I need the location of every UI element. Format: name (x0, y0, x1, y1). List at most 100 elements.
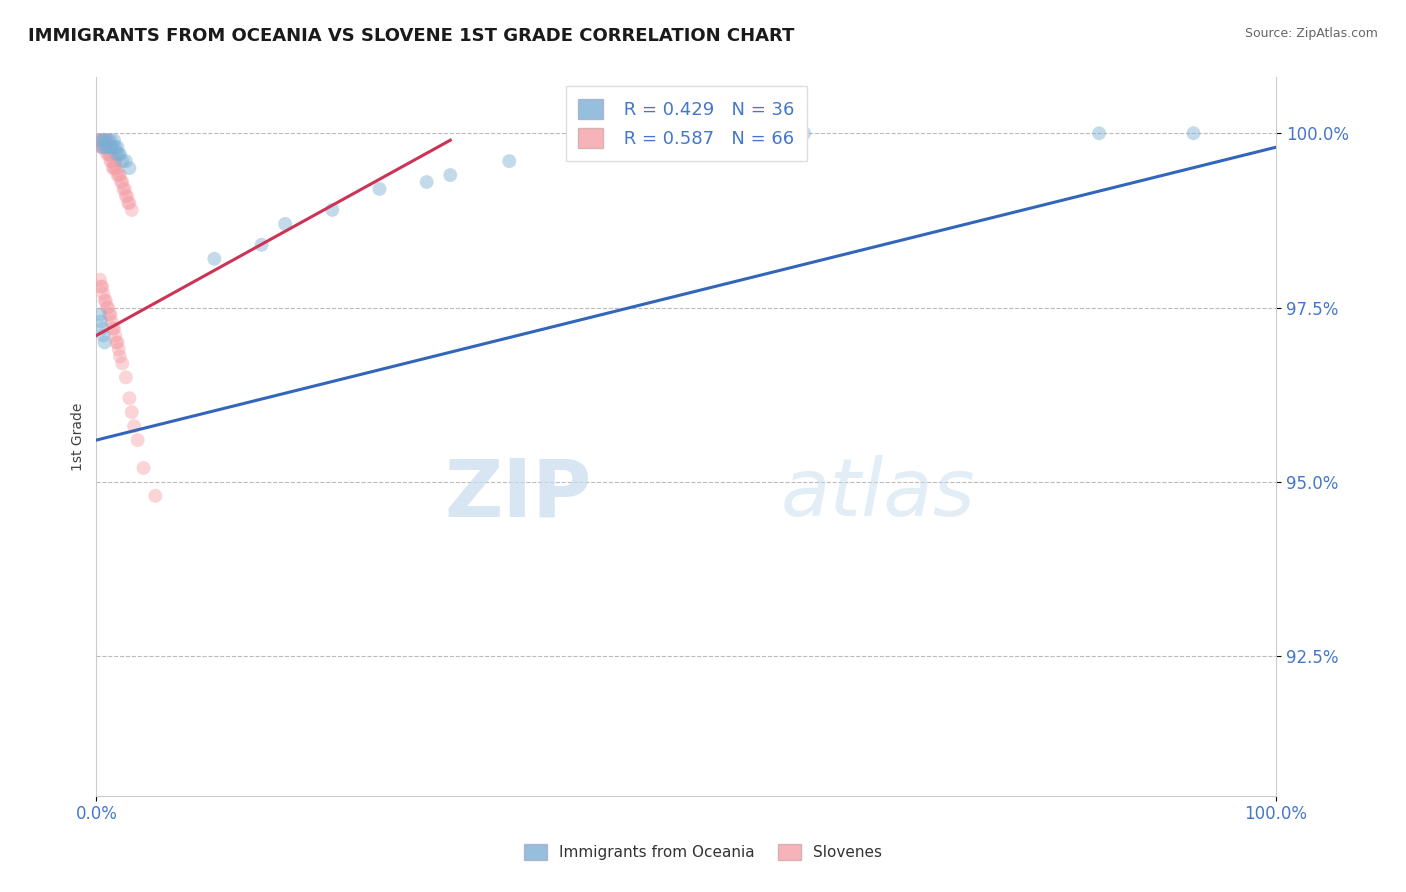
Point (117, 196, 139, 211)
Point (132, 461, 155, 475)
Point (107, 335, 129, 350)
Text: atlas: atlas (780, 455, 976, 533)
Point (107, 168, 129, 182)
Point (100, 314, 122, 328)
Point (1088, 126, 1111, 140)
Point (368, 182, 391, 196)
Point (100, 154, 122, 169)
Point (89, 133, 111, 147)
Point (114, 182, 136, 196)
Point (118, 196, 141, 211)
Point (115, 189, 138, 203)
Point (93, 133, 115, 147)
Point (110, 175, 132, 189)
Point (96, 140, 118, 154)
Point (105, 335, 128, 350)
Point (90, 314, 112, 328)
Point (202, 252, 225, 266)
Point (98, 147, 121, 161)
Point (94, 140, 117, 154)
Point (107, 168, 129, 182)
Point (91, 279, 114, 293)
Point (100, 147, 122, 161)
Point (250, 237, 273, 252)
Point (100, 133, 122, 147)
Point (93, 133, 115, 147)
Point (107, 140, 129, 154)
Point (111, 175, 134, 189)
Point (93, 293, 115, 308)
Point (98, 140, 121, 154)
Point (1182, 126, 1205, 140)
Point (100, 308, 122, 322)
Point (793, 126, 815, 140)
Point (97, 133, 120, 147)
Point (111, 356, 134, 370)
Point (104, 161, 127, 175)
Y-axis label: 1st Grade: 1st Grade (72, 402, 86, 471)
Point (103, 133, 125, 147)
Point (101, 161, 124, 175)
Point (96, 133, 118, 147)
Point (101, 140, 124, 154)
Point (143, 489, 166, 503)
Point (115, 154, 138, 169)
Point (101, 147, 124, 161)
Point (415, 175, 437, 189)
Point (108, 350, 131, 364)
Point (103, 321, 125, 335)
Point (89, 308, 111, 322)
Point (111, 154, 134, 169)
Point (93, 133, 115, 147)
Point (94, 140, 117, 154)
Point (115, 189, 138, 203)
Point (93, 286, 115, 301)
Point (91, 321, 114, 335)
Point (498, 154, 520, 169)
Point (97, 140, 120, 154)
Point (91, 140, 114, 154)
Text: IMMIGRANTS FROM OCEANIA VS SLOVENE 1ST GRADE CORRELATION CHART: IMMIGRANTS FROM OCEANIA VS SLOVENE 1ST G… (28, 27, 794, 45)
Point (94, 133, 117, 147)
Point (98, 308, 121, 322)
Point (108, 147, 131, 161)
Point (93, 328, 115, 343)
Legend:  R = 0.429   N = 36,  R = 0.587   N = 66: R = 0.429 N = 36, R = 0.587 N = 66 (565, 87, 807, 161)
Point (321, 202, 343, 217)
Point (115, 370, 138, 384)
Point (93, 133, 115, 147)
Point (439, 168, 461, 182)
Point (98, 140, 121, 154)
Point (274, 217, 297, 231)
Point (118, 391, 141, 405)
Point (93, 140, 115, 154)
Text: Source: ZipAtlas.com: Source: ZipAtlas.com (1244, 27, 1378, 40)
Point (127, 433, 149, 447)
Point (103, 161, 125, 175)
Point (93, 335, 115, 350)
Point (107, 147, 129, 161)
Point (89, 273, 111, 287)
Text: ZIP: ZIP (444, 455, 592, 533)
Point (90, 140, 112, 154)
Point (104, 154, 127, 169)
Point (121, 202, 143, 217)
Point (90, 279, 112, 293)
Point (108, 168, 131, 182)
Point (100, 154, 122, 169)
Legend: Immigrants from Oceania, Slovenes: Immigrants from Oceania, Slovenes (517, 838, 889, 866)
Point (104, 328, 127, 343)
Point (105, 147, 128, 161)
Point (105, 161, 128, 175)
Point (96, 301, 118, 315)
Point (96, 147, 118, 161)
Point (97, 147, 120, 161)
Point (100, 147, 122, 161)
Point (87, 133, 110, 147)
Point (89, 133, 111, 147)
Point (94, 293, 117, 308)
Point (122, 419, 145, 434)
Point (107, 343, 129, 357)
Point (103, 154, 125, 169)
Point (91, 133, 114, 147)
